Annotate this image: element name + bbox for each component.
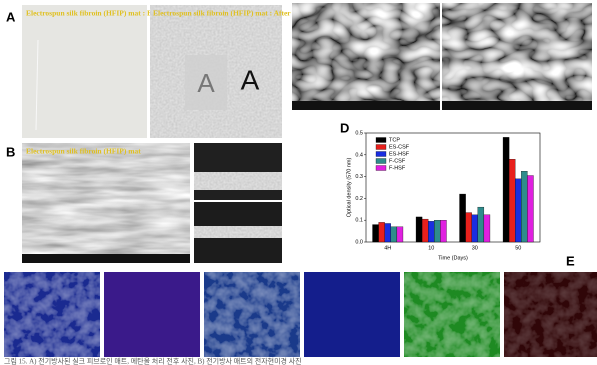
caption: Electrospun silk fibroin (HFIP) mat : Af… <box>153 9 315 18</box>
texture <box>504 272 597 357</box>
y-tick-label: 0.4 <box>355 152 363 158</box>
legend-label: F-CSF <box>389 158 406 164</box>
sem-image <box>292 3 440 110</box>
mark: A <box>197 68 215 98</box>
bar <box>384 223 391 243</box>
legend-swatch <box>375 165 387 171</box>
legend-swatch <box>375 137 387 143</box>
x-tick-label: 30 <box>472 245 478 251</box>
bar <box>521 170 528 243</box>
bar <box>515 178 522 243</box>
bar <box>502 137 510 243</box>
texture <box>4 272 100 357</box>
bar <box>459 193 466 243</box>
mark: A <box>241 64 260 95</box>
panel-letter: E <box>566 253 575 268</box>
y-tick-label: 0.1 <box>355 218 363 224</box>
y-tick-label: 0.0 <box>355 239 363 245</box>
legend-swatch <box>375 144 387 150</box>
bar <box>372 224 379 243</box>
cross-section <box>194 172 282 190</box>
caption: Electrospun silk fibroin (HFIP) mat : Be… <box>26 9 192 18</box>
legend-label: TCP <box>389 137 400 143</box>
image <box>304 272 400 357</box>
info-bar <box>22 254 190 263</box>
bar <box>471 214 478 243</box>
texture <box>404 272 500 357</box>
bar <box>428 221 435 243</box>
x-axis-title: Time (Days) <box>438 255 468 261</box>
sem-image <box>194 143 282 200</box>
panel-letter: A <box>6 9 16 24</box>
legend-swatch <box>375 151 387 157</box>
sem-image <box>22 143 190 263</box>
panel-letter: D <box>340 120 349 135</box>
streak <box>35 39 39 131</box>
bar <box>415 216 423 243</box>
bar <box>434 220 441 243</box>
sem-image <box>442 3 592 110</box>
bar <box>396 226 404 243</box>
legend-label: ES-CSF <box>389 144 410 150</box>
photo <box>22 5 147 138</box>
bar <box>527 175 534 243</box>
caption: Electrospun silk fibroin (HFIP) mat <box>26 147 141 156</box>
panel-letter: B <box>6 144 15 159</box>
cross-section <box>194 226 282 238</box>
bar <box>421 218 429 243</box>
image <box>104 272 200 357</box>
y-tick-label: 0.5 <box>355 130 363 136</box>
legend-swatch <box>375 158 387 164</box>
y-tick-label: 0.3 <box>355 174 363 180</box>
plot-frame <box>365 132 541 243</box>
legend-label: ES-HSF <box>389 151 410 157</box>
bar <box>440 220 447 243</box>
info-bar <box>442 101 592 110</box>
bar <box>508 159 516 243</box>
x-tick-label: 4H <box>384 245 391 251</box>
legend-label: F-HSF <box>389 165 406 171</box>
bar <box>465 212 472 243</box>
bar <box>477 206 485 243</box>
texture <box>204 272 300 357</box>
x-tick-label: 50 <box>515 245 521 251</box>
bar <box>390 226 398 243</box>
info-bar <box>292 101 440 110</box>
x-tick-label: 10 <box>428 245 434 251</box>
figure-caption: 그림 15. A) 전기방사된 실크 피브로인 매트, 메탄올 처리 전후 사진… <box>4 357 302 365</box>
chart: 0.0 0.1 0.2 0.3 0.4 0.5 Optical density (570 n… <box>346 130 541 261</box>
bar <box>378 222 385 243</box>
bar <box>483 214 491 243</box>
fluorescence-images <box>4 272 597 357</box>
y-axis-title: Optical density (570 nm) <box>346 158 352 218</box>
y-tick-label: 0.2 <box>355 196 363 202</box>
film <box>185 55 227 110</box>
